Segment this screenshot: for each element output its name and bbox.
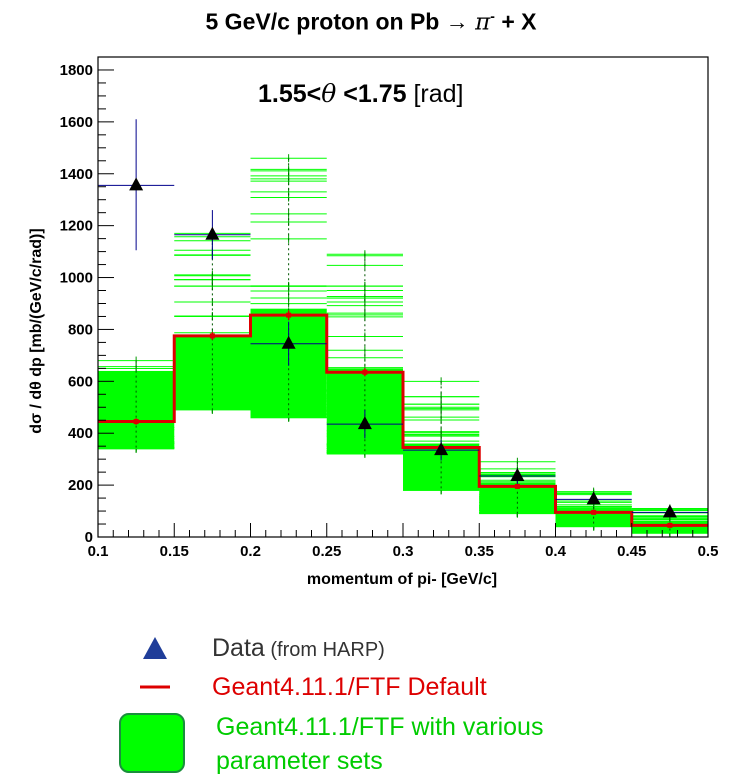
axis-layer: 0.1 0.15 0.2 0.25 0.3 0.35 0.4 0.45 0.5 0 200 400 60… [60, 56, 719, 560]
legend-sublabel-data: (from HARP) [264, 638, 385, 661]
data-point [434, 442, 449, 456]
x-tick-label: 0.4 [545, 543, 567, 560]
annotation-unit: [rad] [407, 80, 464, 108]
y-tick-label: 1400 [60, 166, 93, 183]
x-tick-label: 0.5 [698, 543, 719, 560]
x-tick-label: 0.35 [465, 543, 494, 560]
x-axis-title: momentum of pi- [GeV/c] [307, 571, 497, 588]
legend-entry-band: Geant4.11.1/FTF with various parameter s… [0, 706, 742, 782]
x-tick-label: 0.45 [617, 543, 646, 560]
data-point [205, 226, 220, 240]
data-point [357, 416, 372, 430]
data-layer [98, 119, 708, 518]
legend-label-band: Geant4.11.1/FTF with various [216, 713, 544, 741]
title-sup: - [490, 8, 495, 24]
data-point [586, 491, 601, 505]
data-point [662, 504, 677, 518]
title-pi: π [475, 9, 491, 36]
default-point [209, 333, 215, 339]
data-point [281, 335, 296, 349]
legend-triangle-icon [143, 637, 167, 659]
y-tick-label: 600 [68, 373, 93, 390]
legend-box-icon [119, 713, 185, 773]
legend-label-data: Data [212, 633, 265, 662]
y-axis-title: dσ / dθ dp [mb/(GeV/c/rad)] [28, 228, 45, 433]
annotation-post: <1.75 [336, 80, 406, 108]
x-tick-label: 0.1 [88, 543, 109, 560]
y-tick-label: 0 [85, 529, 93, 546]
y-tick-label: 800 [68, 321, 93, 338]
plot-area: 0.1 0.15 0.2 0.25 0.3 0.35 0.4 0.45 0.5 0 200 400 60… [28, 56, 719, 588]
legend-entry-data: Data (from HARP) [0, 631, 385, 665]
band-core [174, 334, 251, 410]
data-point [129, 177, 144, 191]
default-point [133, 419, 139, 425]
default-point [286, 312, 292, 318]
annotation-theta: θ [321, 79, 336, 108]
legend-entry-default: Geant4.11.1/FTF Default [0, 670, 487, 704]
legend-label-default: Geant4.11.1/FTF Default [212, 672, 487, 701]
y-tick-label: 400 [68, 425, 93, 442]
legend-line-icon [140, 685, 170, 689]
default-point [591, 509, 597, 515]
angle-annotation: 1.55<θ <1.75 [rad] [258, 79, 464, 108]
x-tick-label: 0.15 [160, 543, 189, 560]
y-tick-label: 200 [68, 477, 93, 494]
default-point [514, 483, 520, 489]
y-tick-label: 1000 [60, 270, 93, 287]
data-point [510, 468, 525, 482]
x-tick-label: 0.3 [393, 543, 414, 560]
y-tick-label: 1600 [60, 114, 93, 131]
default-point [362, 369, 368, 375]
chart-title: 5 GeV/c proton on Pb → π- + X [0, 8, 742, 36]
x-tick-label: 0.2 [240, 543, 261, 560]
title-prefix: 5 GeV/c proton on Pb → [205, 8, 469, 35]
x-tick-label: 0.25 [312, 543, 341, 560]
band-layer [98, 154, 708, 538]
y-tick-label: 1800 [60, 62, 93, 79]
band-core [631, 522, 708, 534]
y-tick-label: 1200 [60, 218, 93, 235]
annotation-pre: 1.55< [258, 80, 321, 108]
title-suffix: + X [494, 8, 537, 35]
legend-label-band-2: parameter sets [216, 747, 383, 775]
default-point [667, 522, 673, 528]
